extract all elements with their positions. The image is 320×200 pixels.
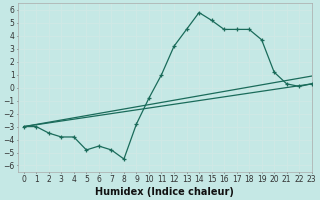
X-axis label: Humidex (Indice chaleur): Humidex (Indice chaleur) xyxy=(95,187,234,197)
